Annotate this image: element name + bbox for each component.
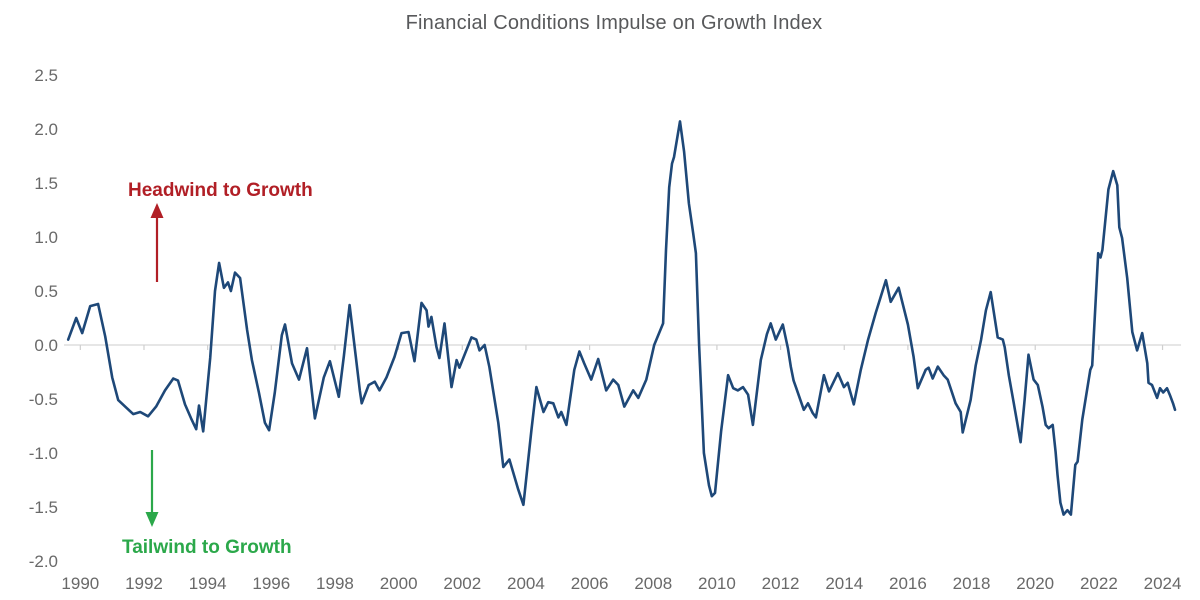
x-axis-label: 2020 [1016,574,1054,593]
axis-layer: 1990 1992 1994 1996 1998 2000 2002 2004 2006 2008… [29,66,1182,593]
y-axis-label: 2.0 [34,120,58,139]
x-axis-label: 2022 [1080,574,1118,593]
y-axis-label: 2.5 [34,66,58,85]
x-axis-label: 1990 [61,574,99,593]
x-axis-label: 2000 [380,574,418,593]
y-axis-label: 0.0 [34,336,58,355]
y-axis-label: -2.0 [29,552,58,571]
x-axis-label: 2018 [953,574,991,593]
headwind-annotation: Headwind to Growth [128,180,313,282]
y-axis-label: 1.0 [34,228,58,247]
fci-growth-line [66,120,1177,516]
y-axis-label: -0.5 [29,390,58,409]
x-axis-label: 2014 [825,574,863,593]
x-axis-label: 2002 [443,574,481,593]
x-axis-label: 1994 [189,574,227,593]
x-axis-label: 2016 [889,574,927,593]
y-axis-label: -1.0 [29,444,58,463]
x-axis-label: 1996 [252,574,290,593]
tailwind-annotation: Tailwind to Growth [122,450,292,558]
y-axis-label: -1.5 [29,498,58,517]
chart-title: Financial Conditions Impulse on Growth I… [405,12,823,34]
y-axis-label: 1.5 [34,174,58,193]
x-axis-label: 1998 [316,574,354,593]
x-axis-label: 2012 [762,574,800,593]
series-layer [66,120,1177,516]
x-axis-label: 2010 [698,574,736,593]
x-axis-label: 2004 [507,574,545,593]
x-axis-label: 1992 [125,574,163,593]
headwind-arrowhead-icon [150,203,164,218]
grid-layer [64,344,1182,350]
y-axis-label: 0.5 [34,282,58,301]
headwind-label: Headwind to Growth [128,180,313,201]
x-axis-label: 2024 [1144,574,1182,593]
tailwind-arrowhead-icon [145,512,159,527]
x-axis-label: 2008 [634,574,672,593]
tailwind-label: Tailwind to Growth [122,537,292,558]
x-axis-label: 2006 [571,574,609,593]
